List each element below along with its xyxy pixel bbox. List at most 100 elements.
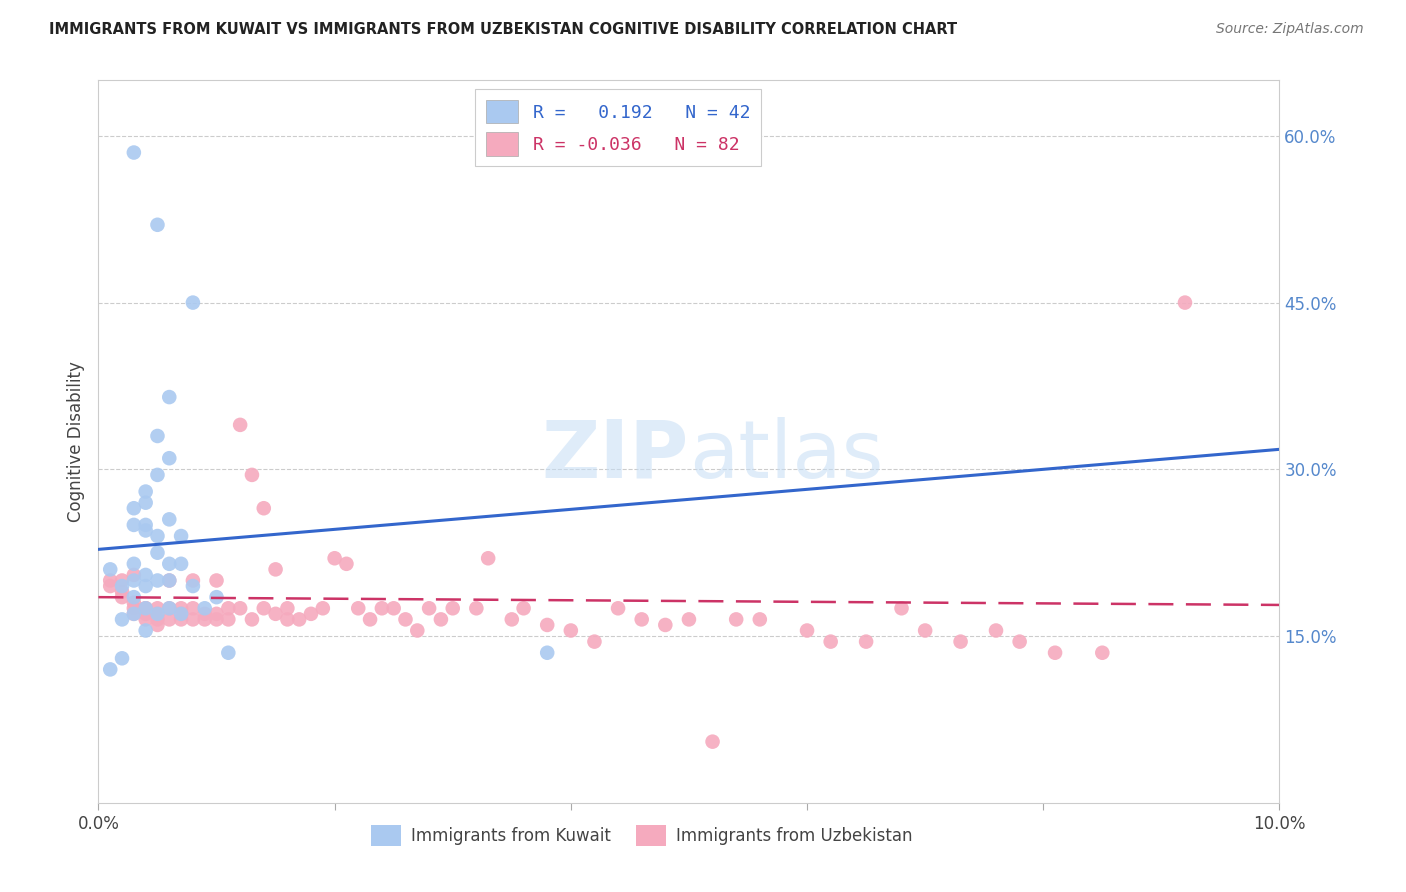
- Point: [1043, 646, 1066, 660]
- Point: [418, 601, 440, 615]
- Point: [501, 612, 523, 626]
- Point: [205, 590, 228, 604]
- Point: [157, 512, 180, 526]
- Point: [135, 524, 157, 538]
- Point: [157, 451, 180, 466]
- Point: [890, 601, 912, 615]
- Point: [146, 607, 169, 621]
- Point: [157, 390, 180, 404]
- Point: [205, 612, 228, 626]
- Point: [725, 612, 748, 626]
- Point: [98, 662, 121, 676]
- Point: [170, 529, 193, 543]
- Point: [194, 607, 217, 621]
- Point: [98, 574, 121, 588]
- Point: [157, 574, 180, 588]
- Point: [135, 579, 157, 593]
- Point: [477, 551, 499, 566]
- Point: [157, 612, 180, 626]
- Point: [855, 634, 877, 648]
- Point: [98, 562, 121, 576]
- Point: [135, 624, 157, 638]
- Point: [253, 501, 276, 516]
- Point: [122, 590, 145, 604]
- Point: [264, 607, 287, 621]
- Point: [512, 601, 534, 615]
- Point: [430, 612, 453, 626]
- Point: [229, 417, 252, 432]
- Point: [536, 618, 558, 632]
- Point: [135, 484, 157, 499]
- Point: [583, 634, 606, 648]
- Point: [205, 607, 228, 621]
- Point: [560, 624, 582, 638]
- Legend: Immigrants from Kuwait, Immigrants from Uzbekistan: Immigrants from Kuwait, Immigrants from …: [364, 819, 920, 852]
- Point: [1174, 295, 1197, 310]
- Point: [949, 634, 972, 648]
- Point: [146, 218, 169, 232]
- Point: [170, 557, 193, 571]
- Point: [217, 646, 239, 660]
- Point: [654, 618, 676, 632]
- Point: [536, 646, 558, 660]
- Point: [135, 496, 157, 510]
- Point: [122, 568, 145, 582]
- Point: [122, 517, 145, 532]
- Point: [371, 601, 394, 615]
- Point: [157, 601, 180, 615]
- Point: [240, 612, 263, 626]
- Point: [122, 607, 145, 621]
- Point: [276, 601, 298, 615]
- Point: [111, 579, 134, 593]
- Text: IMMIGRANTS FROM KUWAIT VS IMMIGRANTS FROM UZBEKISTAN COGNITIVE DISABILITY CORREL: IMMIGRANTS FROM KUWAIT VS IMMIGRANTS FRO…: [49, 22, 957, 37]
- Point: [122, 607, 145, 621]
- Point: [240, 467, 263, 482]
- Point: [205, 574, 228, 588]
- Point: [335, 557, 357, 571]
- Point: [111, 584, 134, 599]
- Point: [122, 557, 145, 571]
- Point: [122, 596, 145, 610]
- Point: [170, 607, 193, 621]
- Point: [984, 624, 1007, 638]
- Point: [796, 624, 818, 638]
- Point: [111, 590, 134, 604]
- Y-axis label: Cognitive Disability: Cognitive Disability: [66, 361, 84, 522]
- Point: [146, 607, 169, 621]
- Point: [181, 612, 204, 626]
- Point: [820, 634, 842, 648]
- Point: [394, 612, 416, 626]
- Point: [678, 612, 700, 626]
- Text: atlas: atlas: [689, 417, 883, 495]
- Point: [98, 579, 121, 593]
- Point: [122, 574, 145, 588]
- Point: [253, 601, 276, 615]
- Point: [607, 601, 630, 615]
- Point: [181, 295, 204, 310]
- Point: [146, 546, 169, 560]
- Point: [146, 601, 169, 615]
- Point: [914, 624, 936, 638]
- Point: [288, 612, 311, 626]
- Point: [146, 618, 169, 632]
- Point: [194, 612, 217, 626]
- Point: [382, 601, 405, 615]
- Point: [146, 467, 169, 482]
- Point: [347, 601, 370, 615]
- Point: [157, 557, 180, 571]
- Point: [170, 601, 193, 615]
- Point: [135, 607, 157, 621]
- Point: [299, 607, 322, 621]
- Point: [135, 601, 157, 615]
- Point: [181, 574, 204, 588]
- Point: [748, 612, 770, 626]
- Point: [135, 517, 157, 532]
- Point: [217, 601, 239, 615]
- Point: [122, 501, 145, 516]
- Point: [181, 579, 204, 593]
- Point: [146, 574, 169, 588]
- Point: [406, 624, 429, 638]
- Point: [135, 601, 157, 615]
- Point: [157, 601, 180, 615]
- Point: [135, 601, 157, 615]
